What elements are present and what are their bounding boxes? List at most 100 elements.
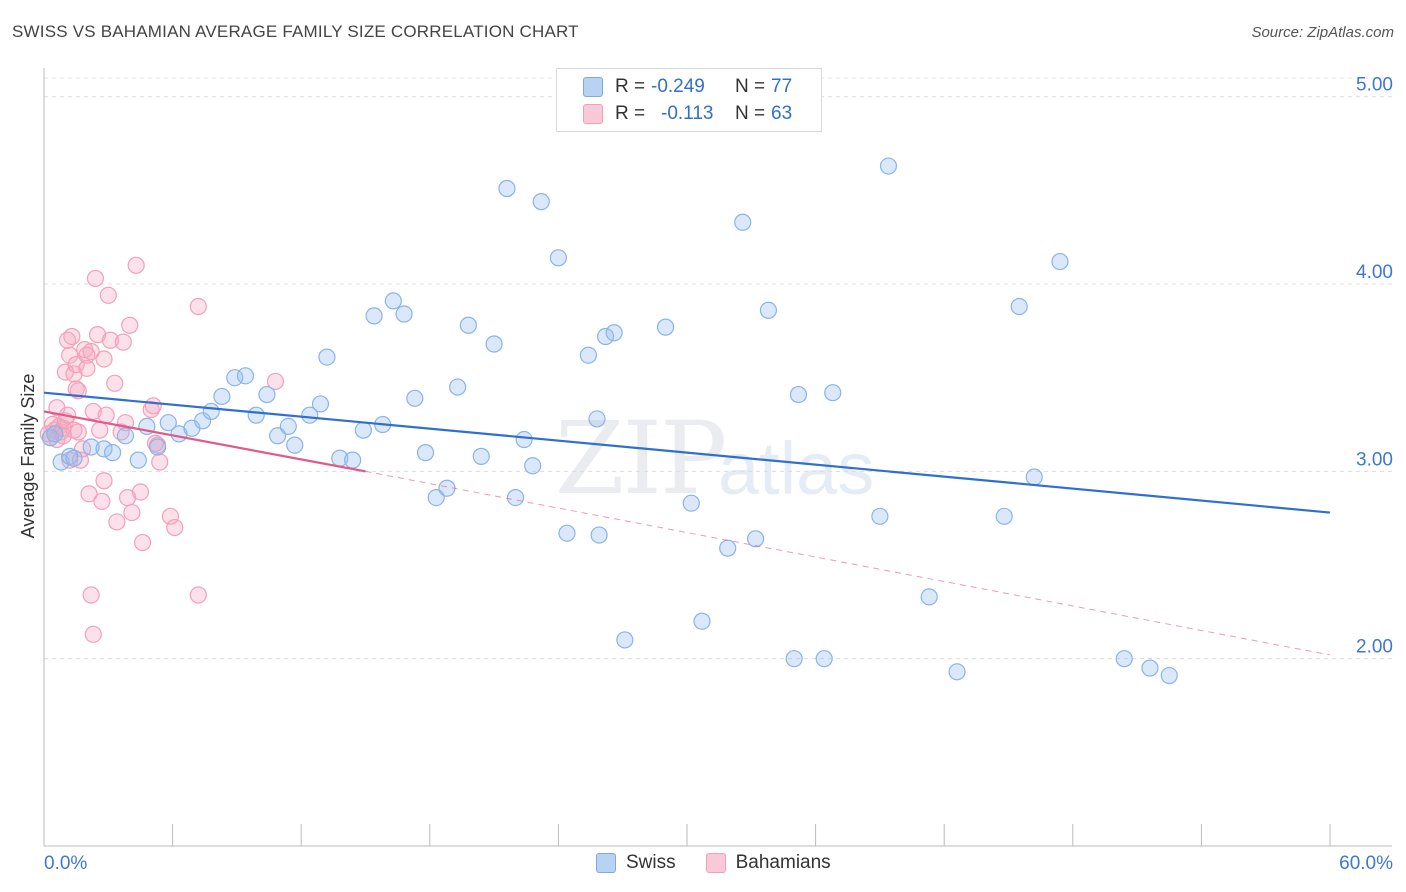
swiss-point [258, 385, 276, 404]
swiss-point [459, 316, 477, 334]
swiss-point [588, 410, 606, 428]
swiss-point [789, 385, 808, 404]
swiss-point [605, 324, 623, 342]
bahamians-point [123, 503, 141, 522]
axis-labels: 2.00 3.00 4.00 5.00 0.0% 60.0% Average Family … [18, 75, 1393, 874]
swiss-point [354, 421, 372, 439]
swiss-point [194, 412, 212, 430]
bahamians-point [80, 485, 98, 503]
swiss-point [46, 425, 64, 443]
swiss-point [485, 335, 503, 353]
legend-item-swiss[interactable]: Swiss [596, 852, 676, 874]
swiss-point [549, 249, 568, 267]
swiss-point [815, 650, 833, 668]
bahamians-point [131, 483, 150, 501]
y-tick-label: 3.00 [1356, 449, 1393, 470]
y-tick-label: 5.00 [1356, 75, 1393, 96]
swiss-point [202, 402, 220, 421]
swiss-point [65, 449, 83, 467]
swiss-point [616, 631, 634, 649]
swiss-point [506, 488, 525, 507]
bahamians-point [161, 507, 180, 525]
correlation-legend: R = -0.249 N = 77 R = -0.113 N = 63 [556, 68, 822, 132]
swiss-point [213, 387, 231, 406]
bahamians-point [127, 256, 145, 274]
swiss-point [82, 438, 100, 456]
data-points [39, 157, 1178, 685]
bahamians-trend-line [43, 410, 366, 473]
bahamians-point [82, 586, 100, 604]
bahamians-point [99, 286, 117, 304]
bahamians-n-value: 63 [771, 103, 793, 124]
legend-item-bahamians[interactable]: Bahamians [705, 852, 831, 874]
source-label: Source: ZipAtlas.com [1251, 24, 1394, 41]
series-legend: Swiss Bahamians [596, 852, 861, 874]
bahamians-point [84, 625, 102, 643]
bahamians-point [78, 359, 96, 377]
swiss-point [247, 406, 265, 424]
bahamians-point [48, 399, 66, 417]
swiss-point [116, 427, 135, 445]
swiss-point [824, 384, 842, 402]
bahamians-swatch [583, 104, 603, 124]
bahamians-point [189, 297, 207, 316]
swiss-point [920, 588, 938, 606]
bahamians-point [69, 423, 87, 441]
bahamians-point [189, 586, 207, 604]
swiss-point [498, 179, 516, 198]
bahamians-n-label: N = [735, 103, 766, 124]
swiss-point [103, 444, 122, 462]
legend-row-swiss: R = -0.249 N = 77 [583, 75, 792, 99]
trend-lines [43, 391, 1331, 656]
bahamians-point [106, 374, 124, 392]
bahamians-point [144, 397, 162, 415]
swiss-point [515, 430, 533, 449]
swiss-point [682, 494, 700, 512]
swiss-point [948, 663, 966, 681]
swiss-point [159, 414, 177, 432]
swiss-point [129, 451, 147, 469]
swiss-point [416, 444, 435, 462]
swiss-point [406, 389, 424, 407]
swiss-point [344, 451, 362, 469]
bahamians-point [108, 513, 126, 531]
swiss-point [279, 417, 297, 436]
bahamians-point [63, 327, 81, 346]
swiss-point [1010, 297, 1028, 316]
swiss-point [95, 440, 113, 458]
swiss-point [871, 507, 889, 525]
bahamians-point [61, 346, 79, 364]
swiss-point [785, 650, 803, 668]
bahamians-r-value: -0.113 [661, 103, 714, 124]
swiss-point [995, 507, 1013, 525]
bahamians-point [166, 518, 184, 537]
swiss-point [1025, 468, 1043, 486]
swiss-point [558, 524, 576, 542]
swiss-point [365, 307, 383, 325]
bahamians-r-label: R = [615, 103, 646, 124]
swiss-point [1051, 252, 1069, 271]
swiss-point [311, 395, 330, 413]
bahamians-legend-label: Bahamians [735, 852, 831, 873]
swiss-point [226, 369, 244, 387]
bahamians-point [101, 331, 120, 349]
swiss-point [472, 447, 490, 465]
x-tick-label-min: 0.0% [44, 853, 87, 874]
swiss-n-value: 77 [771, 76, 793, 97]
swiss-point [693, 612, 711, 630]
swiss-point [301, 406, 319, 424]
swiss-point [318, 348, 336, 366]
x-tick-label-max: 60.0% [1339, 853, 1393, 874]
y-tick-label: 4.00 [1356, 262, 1393, 283]
y-tick-label: 2.00 [1356, 637, 1393, 658]
watermark-zip: ZIP [555, 400, 727, 517]
bahamians-point [95, 472, 113, 490]
axes [43, 68, 1392, 847]
swiss-point [656, 318, 675, 336]
swiss-point [1141, 659, 1159, 677]
bahamians-trend-extension [365, 470, 1331, 656]
swiss-trend-line [43, 391, 1331, 514]
swiss-n-label: N = [735, 76, 766, 97]
swiss-point [759, 301, 778, 319]
